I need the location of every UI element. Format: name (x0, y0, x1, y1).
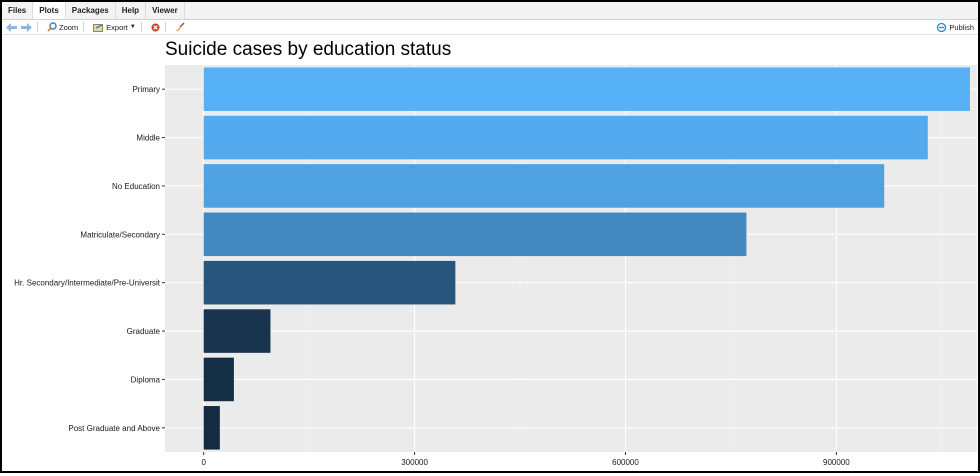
x-tick-label: 0 (201, 458, 206, 467)
y-tick-label: Middle (136, 134, 160, 143)
zoom-label: Zoom (59, 22, 79, 32)
publish-label: Publish (949, 22, 974, 32)
toolbar-divider (140, 22, 142, 32)
y-tick-label: Graduate (127, 327, 161, 336)
toolbar-divider (37, 22, 38, 32)
y-tick-label: Primary (132, 85, 160, 94)
bar (203, 406, 220, 450)
publish-button[interactable]: Publish (936, 22, 974, 32)
bar (203, 212, 747, 257)
bar (203, 309, 271, 353)
clear-all-button[interactable] (175, 22, 185, 32)
toolbar-divider (164, 22, 166, 32)
back-arrow-icon[interactable] (6, 22, 17, 32)
chart-title: Suicide cases by education status (165, 39, 451, 60)
bar-chart: Suicide cases by education status Primar… (14, 39, 977, 467)
publish-icon (937, 22, 947, 32)
bar (203, 164, 885, 208)
remove-plot-button[interactable] (151, 23, 160, 32)
chart-panel: Primary Middle No Education Matriculate/Sec… (14, 65, 977, 467)
export-label: Export (106, 22, 128, 32)
forward-arrow-icon[interactable] (21, 22, 32, 32)
y-tick-label: Diploma (131, 375, 161, 384)
chevron-down-icon: ▼ (129, 24, 136, 30)
export-button[interactable]: Export ▼ (93, 23, 136, 32)
y-tick-label: Hr. Secondary/Intermediate/Pre-Universit (14, 279, 161, 288)
tab-packages[interactable]: Packages (66, 2, 116, 19)
zoom-button[interactable]: Zoom (47, 22, 78, 32)
export-icon (93, 23, 104, 32)
remove-plot-icon (151, 23, 160, 31)
zoom-icon (47, 22, 57, 32)
bar (203, 357, 234, 402)
toolbar-divider (83, 22, 85, 32)
bar (203, 115, 928, 160)
tab-files[interactable]: Files (2, 2, 34, 19)
y-tick-label: No Education (112, 182, 160, 191)
tab-viewer[interactable]: Viewer (146, 2, 185, 19)
x-tick-label: 600000 (612, 458, 639, 467)
plot-area: Suicide cases by education status Primar… (2, 35, 978, 471)
y-tick-label: Matriculate/Secondary (80, 230, 160, 239)
bar (203, 260, 456, 305)
tab-plots[interactable]: Plots (33, 2, 66, 19)
x-tick-label: 900000 (823, 458, 850, 467)
y-tick-label: Post Graduate and Above (68, 424, 160, 433)
plots-toolbar: Zoom Export ▼ Publish (2, 20, 978, 35)
pane-tab-bar: Files Plots Packages Help Viewer (2, 2, 978, 20)
bar (203, 67, 970, 111)
tab-help[interactable]: Help (116, 2, 147, 19)
x-tick-label: 300000 (401, 458, 428, 467)
broom-icon (175, 22, 185, 31)
